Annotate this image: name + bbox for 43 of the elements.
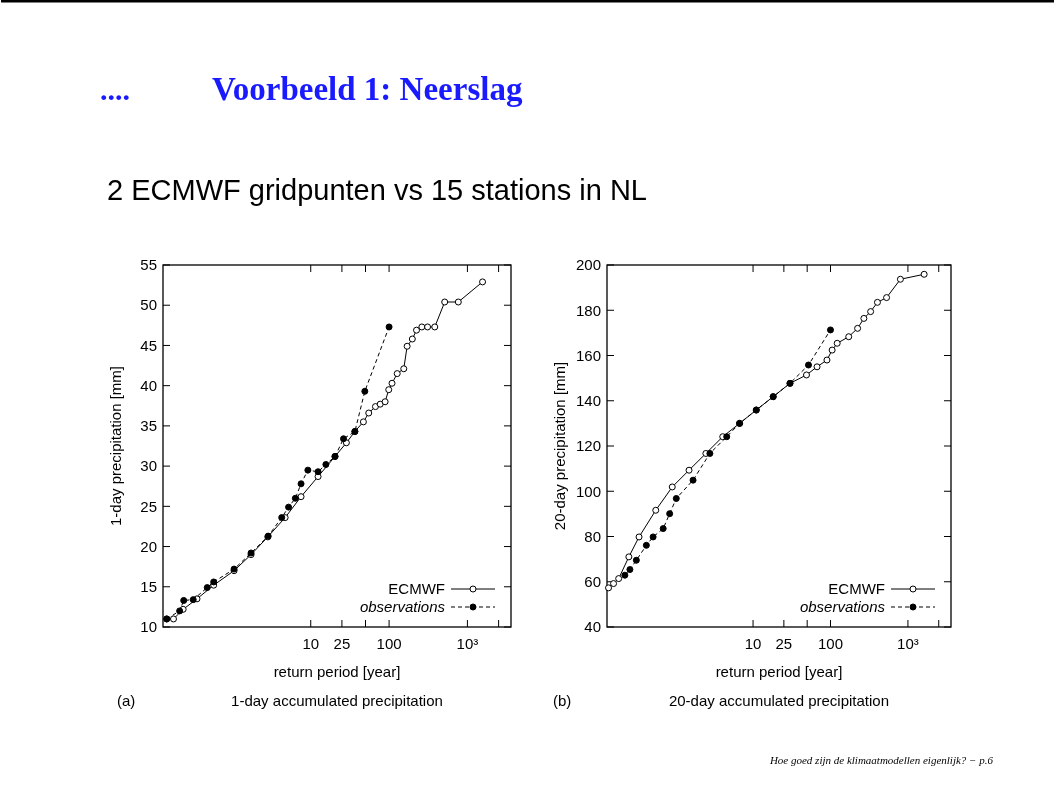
text: Voorbeeld 1: Neerslag (212, 71, 523, 107)
y-tick-label: 60 (584, 573, 601, 590)
x-tick-label: 10³ (456, 635, 479, 652)
x-tick-label: 100 (376, 635, 402, 652)
y-tick-label: 45 (140, 336, 157, 354)
text: 2 ECMWF gridpunten vs 15 stations in NL (107, 174, 647, 206)
x-tick-label: 10 (302, 635, 320, 652)
y-tick-label: 200 (575, 256, 601, 274)
legend-label: ECMWF (828, 580, 885, 598)
y-tick-label: 10 (140, 618, 157, 636)
y-tick-label: 160 (575, 346, 601, 364)
x-tick-label: 10 (744, 635, 762, 652)
text: 1-day accumulated precipitation (231, 692, 443, 709)
y-tick-label: 40 (584, 618, 601, 636)
y-tick-label: 15 (140, 578, 157, 596)
legend-label: observations (799, 598, 886, 616)
y-tick-label: 35 (140, 417, 157, 435)
y-tick-label: 180 (575, 301, 601, 319)
x-tick-label: 25 (333, 635, 351, 652)
x-axis-title: return period [year] (273, 663, 401, 680)
y-axis-title: 1-day precipitation [mm] (107, 365, 124, 527)
x-tick-label: 100 (817, 635, 843, 652)
x-tick-label: 25 (775, 635, 793, 652)
y-tick-label: 55 (140, 256, 157, 274)
legend-label: observations (359, 598, 446, 616)
y-tick-label: 25 (140, 497, 157, 515)
y-tick-label: 30 (140, 457, 157, 475)
text: 20-day accumulated precipitation (668, 692, 890, 709)
y-axis-title: 20-day precipitation [mm] (551, 361, 568, 531)
text: (b) (553, 692, 572, 709)
y-tick-label: 20 (140, 537, 157, 555)
x-tick-label: 10³ (897, 635, 919, 652)
y-tick-label: 50 (140, 296, 157, 314)
y-tick-label: 120 (575, 437, 601, 455)
text: Hoe goed zijn de klimaatmodellen eigenlijk? − p.6 (768, 754, 994, 766)
y-tick-label: 80 (584, 527, 601, 545)
y-tick-label: 40 (140, 376, 157, 394)
x-axis-title: return period [year] (715, 663, 843, 680)
legend-label: ECMWF (388, 580, 445, 598)
y-tick-label: 140 (575, 392, 601, 409)
y-tick-label: 100 (575, 482, 601, 500)
text: .... (100, 73, 130, 106)
text: (a) (117, 692, 136, 709)
